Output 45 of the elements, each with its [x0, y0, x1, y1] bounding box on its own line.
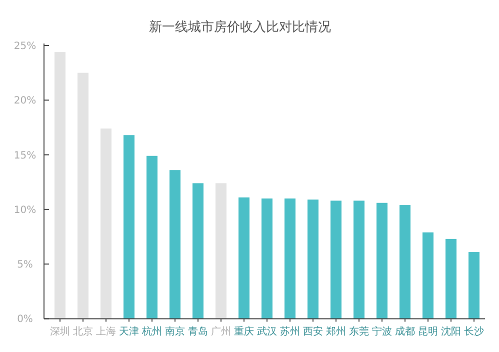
- x-tick-label: 沈阳: [441, 326, 461, 338]
- x-tick-label: 苏州: [280, 326, 300, 338]
- bar: [284, 198, 296, 319]
- x-tick-label: 郑州: [326, 326, 346, 338]
- bar: [216, 183, 226, 319]
- x-tick-label: 长沙: [464, 326, 484, 338]
- y-tick-label: 15%: [14, 150, 36, 162]
- x-tick-label: 武汉: [257, 326, 277, 338]
- bar: [262, 198, 272, 319]
- x-tick-label: 上海: [96, 326, 116, 338]
- y-tick-label: 10%: [14, 204, 36, 216]
- bar: [400, 205, 410, 319]
- x-tick-label: 宁波: [372, 326, 392, 338]
- x-tick-label: 深圳: [50, 326, 70, 338]
- bar: [124, 135, 134, 319]
- bar: [330, 200, 342, 319]
- bar: [308, 200, 318, 319]
- y-tick-label: 5%: [17, 260, 33, 271]
- y-tick-label: 20%: [14, 96, 36, 107]
- y-tick-label: 0%: [17, 314, 33, 326]
- bar: [238, 197, 250, 319]
- x-tick-label: 杭州: [141, 326, 162, 338]
- bar: [446, 238, 456, 319]
- bar: [376, 202, 388, 319]
- x-tick-label: 西安: [303, 326, 323, 338]
- x-tick-label: 重庆: [234, 326, 254, 338]
- bar: [170, 170, 180, 319]
- bar: [192, 183, 204, 319]
- x-tick-label: 天津: [119, 326, 139, 338]
- x-tick-label: 昆明: [418, 326, 438, 338]
- x-tick-label: 广州: [211, 326, 231, 338]
- bar: [78, 72, 88, 319]
- chart-title: 新一线城市房价收入比对比情况: [149, 19, 331, 35]
- x-tick-label: 东莞: [349, 326, 369, 338]
- x-tick-label: 成都: [395, 326, 415, 338]
- bar: [468, 252, 480, 319]
- y-tick-label: 25%: [14, 41, 36, 52]
- x-tick-label: 北京: [73, 326, 93, 338]
- x-tick-label: 青岛: [188, 326, 208, 338]
- bar: [146, 156, 158, 319]
- bar: [422, 232, 434, 319]
- bar: [54, 52, 66, 319]
- x-tick-label: 南京: [165, 326, 185, 338]
- bar: [354, 200, 364, 319]
- bar: [100, 128, 112, 319]
